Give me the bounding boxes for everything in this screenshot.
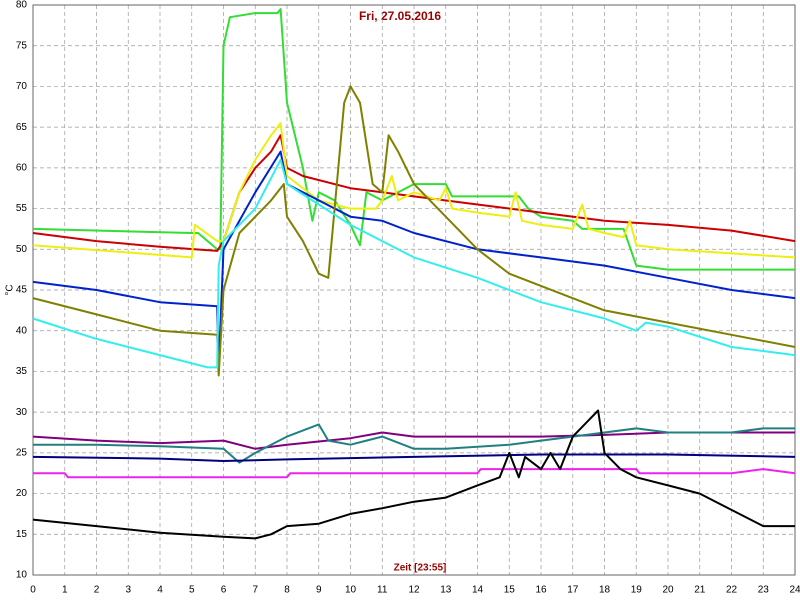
x-axis-label: Zeit [23:55] [394,563,447,574]
y-tick-label: 70 [16,81,28,92]
x-tick-label: 17 [567,585,579,596]
x-tick-label: 18 [599,585,611,596]
x-tick-label: 5 [189,585,195,596]
x-tick-label: 10 [345,585,357,596]
x-tick-label: 14 [472,585,484,596]
data-line [33,423,795,464]
data-line [32,158,796,369]
y-tick-label: 65 [16,122,28,133]
plot-frame [32,4,796,576]
x-tick-label: 19 [631,585,643,596]
y-tick-label: 75 [16,40,28,51]
y-tick-label: 45 [16,285,28,296]
data-line [32,122,796,259]
x-tick-label: 9 [316,585,322,596]
x-tick-label: 2 [94,585,100,596]
x-tick-label: 20 [662,585,674,596]
x-tick-label: 0 [30,585,36,596]
x-tick-label: 22 [726,585,738,596]
y-axis-label: °C [5,284,16,295]
x-tick-label: 8 [284,585,290,596]
data-line [32,85,796,377]
x-tick-label: 21 [694,585,706,596]
data-line [32,409,795,540]
x-tick-label: 12 [408,585,420,596]
y-tick-label: 50 [16,244,28,255]
x-tick-label: 23 [758,585,770,596]
x-tick-label: 24 [789,585,800,596]
x-tick-label: 1 [62,585,68,596]
x-tick-label: 4 [157,585,163,596]
y-tick-label: 20 [16,488,28,499]
x-tick-label: 16 [535,585,547,596]
y-tick-label: 40 [16,325,28,336]
y-tick-label: 80 [16,0,28,11]
y-tick-label: 10 [16,570,28,581]
y-tick-label: 60 [16,162,28,173]
data-line [32,453,796,462]
y-tick-label: 35 [16,366,28,377]
y-tick-label: 55 [16,203,28,214]
x-tick-label: 15 [504,585,516,596]
x-tick-label: 11 [377,585,388,596]
y-tick-label: 25 [16,447,28,458]
data-line [32,431,795,450]
data-line [33,468,796,479]
chart-title: Fri, 27.05.2016 [359,9,441,23]
x-tick-label: 6 [221,585,227,596]
y-tick-label: 30 [16,407,28,418]
x-tick-label: 3 [125,585,131,596]
x-tick-label: 7 [252,585,258,596]
y-tick-label: 15 [16,529,28,540]
x-tick-label: 13 [440,585,452,596]
